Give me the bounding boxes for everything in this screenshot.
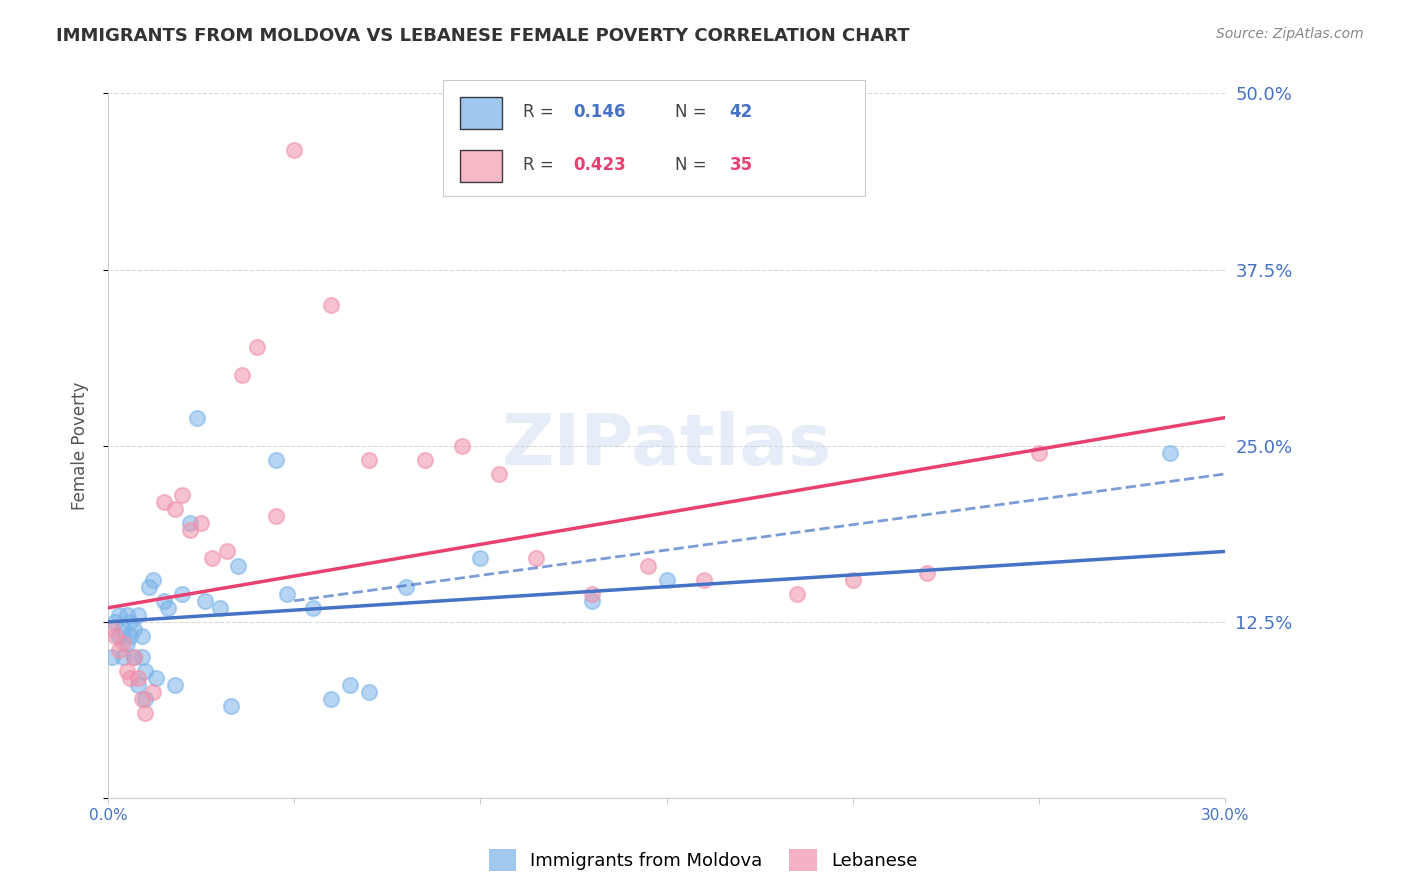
Point xyxy=(111,636,134,650)
Point xyxy=(115,664,138,678)
Point xyxy=(786,587,808,601)
Point xyxy=(194,593,217,607)
Point xyxy=(524,551,547,566)
Text: 35: 35 xyxy=(730,156,752,174)
Point xyxy=(120,671,142,685)
FancyBboxPatch shape xyxy=(460,150,502,182)
Point xyxy=(357,452,380,467)
Point xyxy=(693,573,716,587)
Point xyxy=(581,587,603,601)
Point xyxy=(219,699,242,714)
Point xyxy=(134,706,156,721)
Point xyxy=(153,495,176,509)
Point xyxy=(115,636,138,650)
Text: 0.423: 0.423 xyxy=(574,156,627,174)
Point xyxy=(104,629,127,643)
Text: N =: N = xyxy=(675,156,711,174)
FancyBboxPatch shape xyxy=(460,96,502,129)
Point xyxy=(108,607,131,622)
Point xyxy=(413,452,436,467)
Point xyxy=(142,573,165,587)
Point xyxy=(134,664,156,678)
Point xyxy=(122,650,145,665)
Point xyxy=(302,600,325,615)
Point xyxy=(470,551,492,566)
Text: ZIPatlas: ZIPatlas xyxy=(502,411,832,480)
Point xyxy=(108,643,131,657)
Point xyxy=(138,580,160,594)
Point xyxy=(120,615,142,629)
Text: IMMIGRANTS FROM MOLDOVA VS LEBANESE FEMALE POVERTY CORRELATION CHART: IMMIGRANTS FROM MOLDOVA VS LEBANESE FEMA… xyxy=(56,27,910,45)
Point xyxy=(104,615,127,629)
Point xyxy=(186,410,208,425)
Point xyxy=(488,467,510,481)
Point xyxy=(217,544,239,558)
Point xyxy=(339,678,361,692)
Text: 0.146: 0.146 xyxy=(574,103,626,120)
Point xyxy=(156,600,179,615)
Text: N =: N = xyxy=(675,103,711,120)
Point xyxy=(172,488,194,502)
Point xyxy=(321,692,343,706)
Point xyxy=(172,587,194,601)
Point xyxy=(153,593,176,607)
Point xyxy=(127,671,149,685)
Point xyxy=(190,516,212,531)
Point xyxy=(201,551,224,566)
Point xyxy=(637,558,659,573)
Point xyxy=(163,678,186,692)
Legend: Immigrants from Moldova, Lebanese: Immigrants from Moldova, Lebanese xyxy=(481,842,925,879)
Point xyxy=(581,593,603,607)
Point xyxy=(134,692,156,706)
Point xyxy=(131,650,153,665)
Point xyxy=(395,580,418,594)
Point xyxy=(122,650,145,665)
Point xyxy=(100,622,122,636)
Point xyxy=(842,573,865,587)
Point xyxy=(264,452,287,467)
Point xyxy=(264,509,287,524)
Point xyxy=(283,143,305,157)
Point xyxy=(208,600,231,615)
Point xyxy=(111,650,134,665)
Point xyxy=(246,340,269,354)
Point xyxy=(917,566,939,580)
Point xyxy=(131,629,153,643)
Point xyxy=(228,558,250,573)
Text: R =: R = xyxy=(523,103,560,120)
Point xyxy=(179,516,201,531)
Point xyxy=(179,523,201,537)
Point xyxy=(100,650,122,665)
Point xyxy=(127,678,149,692)
Point xyxy=(321,298,343,312)
Point xyxy=(111,622,134,636)
Point xyxy=(1028,446,1050,460)
Text: R =: R = xyxy=(523,156,560,174)
Point xyxy=(163,502,186,516)
Point xyxy=(276,587,298,601)
Point xyxy=(108,629,131,643)
Point xyxy=(145,671,167,685)
Text: 42: 42 xyxy=(730,103,754,120)
Point xyxy=(131,692,153,706)
Point xyxy=(1159,446,1181,460)
Point xyxy=(231,368,253,383)
Point xyxy=(450,439,472,453)
Point xyxy=(655,573,678,587)
Y-axis label: Female Poverty: Female Poverty xyxy=(72,382,89,510)
Point xyxy=(122,622,145,636)
Point xyxy=(127,607,149,622)
Point xyxy=(357,685,380,699)
Point xyxy=(115,607,138,622)
Point xyxy=(142,685,165,699)
Text: Source: ZipAtlas.com: Source: ZipAtlas.com xyxy=(1216,27,1364,41)
Point xyxy=(120,629,142,643)
